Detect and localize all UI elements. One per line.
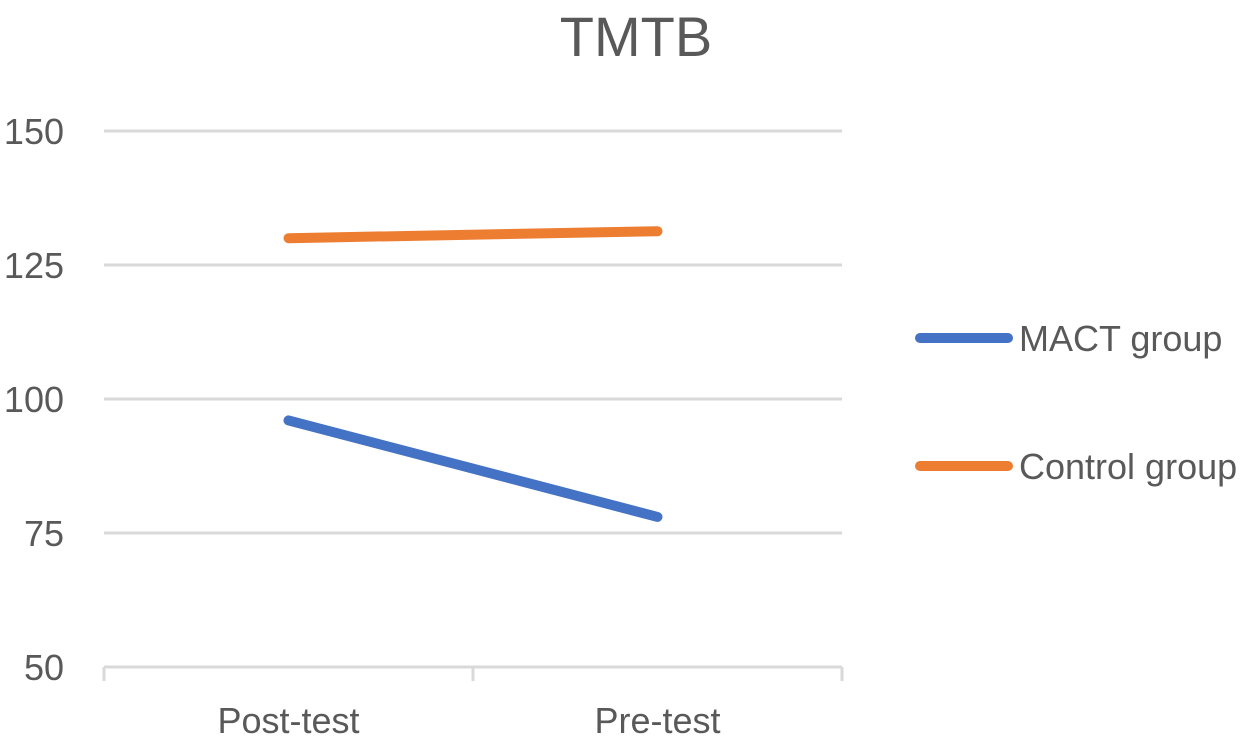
legend: MACT group Control group [915, 318, 1237, 487]
gridlines [104, 129, 842, 535]
series-line-0 [283, 415, 663, 522]
y-tick-label: 75 [24, 513, 64, 554]
x-axis-tick-labels: Post-test Pre-test [217, 700, 720, 741]
x-tick-label: Post-test [217, 700, 359, 741]
y-tick-label: 150 [4, 111, 64, 152]
y-tick-label: 100 [4, 379, 64, 420]
x-tick-label: Pre-test [594, 700, 720, 741]
legend-label-0: MACT group [1019, 318, 1222, 359]
chart-title: TMTB [560, 5, 712, 68]
series-line-1 [283, 226, 663, 244]
y-axis-tick-labels: 50 75 100 125 150 [4, 111, 64, 688]
y-tick-label: 50 [24, 647, 64, 688]
x-axis [102, 665, 844, 681]
legend-label-1: Control group [1019, 446, 1237, 487]
y-tick-label: 125 [4, 245, 64, 286]
series-lines [283, 226, 663, 522]
